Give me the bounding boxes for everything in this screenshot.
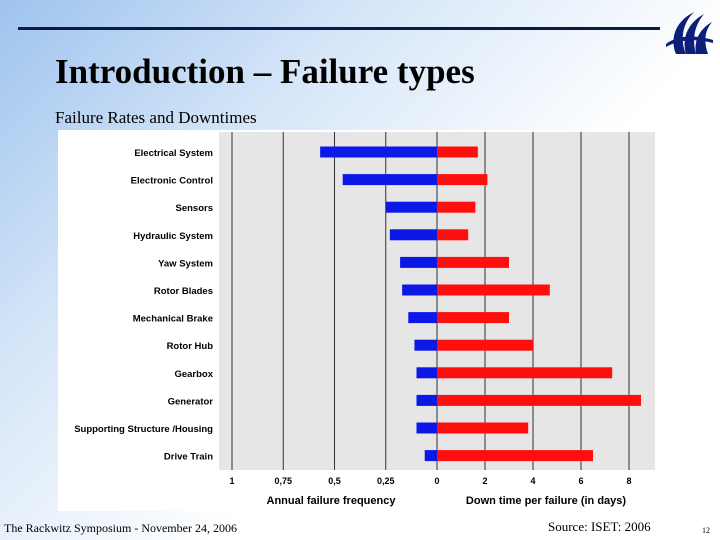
failure-bar bbox=[416, 422, 437, 434]
x-tick-label-left: 0,25 bbox=[377, 476, 395, 486]
page-title: Introduction – Failure types bbox=[55, 52, 475, 91]
x-tick-label-left: 0 bbox=[434, 476, 439, 486]
x-tick-label-left: 1 bbox=[229, 476, 234, 486]
downtime-bar bbox=[437, 201, 476, 213]
x-tick-label-left: 0,5 bbox=[328, 476, 341, 486]
footer-event: The Rackwitz Symposium - November 24, 20… bbox=[4, 521, 237, 535]
category-label: Drive Train bbox=[164, 452, 213, 463]
x-tick-label-right: 6 bbox=[578, 476, 583, 486]
category-label: Electrical System bbox=[134, 148, 213, 159]
failure-chart: Electrical System Electronic Control Senso… bbox=[58, 130, 678, 511]
failure-bar bbox=[320, 146, 437, 158]
swoosh-logo-icon bbox=[666, 12, 713, 54]
category-label: Gearbox bbox=[174, 369, 213, 380]
failure-bar bbox=[416, 367, 437, 379]
downtime-bar bbox=[437, 312, 509, 324]
chart-svg: Electrical System Electronic Control Senso… bbox=[58, 130, 678, 511]
category-label: Mechanical Brake bbox=[133, 314, 213, 325]
failure-bar bbox=[400, 256, 437, 268]
failure-bar bbox=[414, 339, 437, 351]
downtime-bar bbox=[437, 422, 529, 434]
category-label: Hydraulic System bbox=[133, 231, 213, 242]
downtime-bar bbox=[437, 339, 533, 351]
chart-subtitle: Failure Rates and Downtimes bbox=[55, 108, 257, 127]
category-label: Rotor Hub bbox=[167, 341, 214, 352]
category-label: Supporting Structure /Housing bbox=[74, 424, 213, 435]
category-label: Yaw System bbox=[158, 258, 213, 269]
failure-bar bbox=[342, 174, 437, 186]
downtime-bar bbox=[437, 367, 613, 379]
x-tick-label-right: 2 bbox=[482, 476, 487, 486]
downtime-bar bbox=[437, 394, 641, 406]
failure-bar bbox=[416, 394, 437, 406]
failure-bar bbox=[408, 312, 437, 324]
x-tick-label-left: 0,75 bbox=[274, 476, 292, 486]
downtime-bar bbox=[437, 256, 509, 268]
failure-bar bbox=[389, 229, 437, 241]
category-label: Rotor Blades bbox=[154, 286, 213, 297]
x-axis-label-left: Annual failure frequency bbox=[267, 495, 397, 507]
downtime-bar bbox=[437, 450, 593, 462]
failure-bar bbox=[402, 284, 437, 296]
category-label: Electronic Control bbox=[131, 176, 213, 187]
downtime-bar bbox=[437, 284, 550, 296]
category-label: Sensors bbox=[176, 203, 214, 214]
page-number: 12 bbox=[702, 526, 710, 535]
failure-bar bbox=[424, 450, 437, 462]
downtime-bar bbox=[437, 174, 488, 186]
failure-bar bbox=[385, 201, 437, 213]
footer-source: Source: ISET: 2006 bbox=[548, 519, 651, 534]
category-label: Generator bbox=[168, 396, 214, 407]
downtime-bar bbox=[437, 146, 478, 158]
x-tick-label-right: 8 bbox=[626, 476, 631, 486]
title-rule bbox=[18, 27, 660, 30]
x-axis-label-right: Down time per failure (in days) bbox=[466, 495, 626, 507]
downtime-bar bbox=[437, 229, 469, 241]
x-tick-label-right: 4 bbox=[530, 476, 535, 486]
